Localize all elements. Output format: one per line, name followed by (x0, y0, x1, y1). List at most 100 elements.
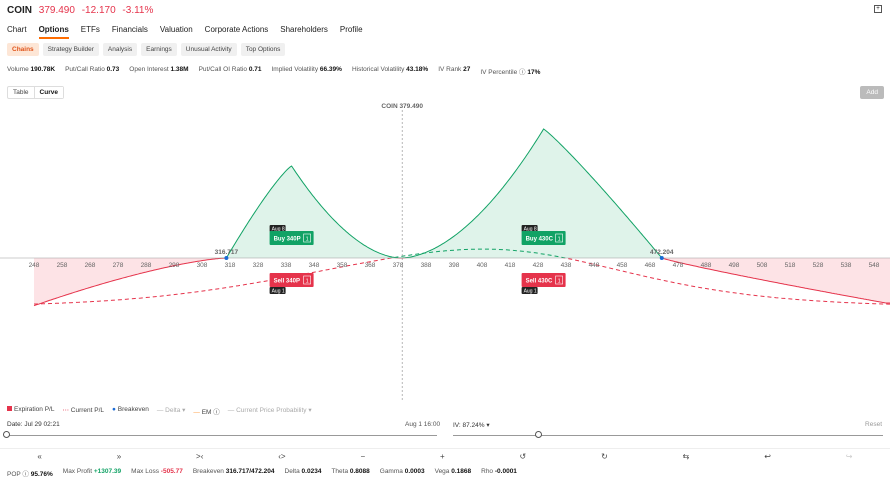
legend-breakeven[interactable]: ● Breakeven (112, 406, 149, 413)
x-tick-label: 478 (673, 262, 684, 269)
collapse-icon[interactable]: >‹ (196, 452, 204, 461)
expand-icon[interactable]: ‹> (278, 452, 286, 461)
buy-leg-badge[interactable]: Aug 8 Buy 430C 1 (521, 225, 566, 245)
x-tick-label: 428 (533, 262, 544, 269)
leg-qty-box (303, 275, 311, 285)
leg-date: Aug 1 (524, 289, 537, 295)
zoom-out-left-icon[interactable]: « (37, 452, 42, 461)
subtab-analysis[interactable]: Analysis (102, 43, 138, 56)
leg-label: Sell 340P (274, 279, 300, 285)
view-curve-button[interactable]: Curve (33, 87, 63, 98)
subtab-chains[interactable]: Chains (7, 43, 39, 56)
leg-date-bg (269, 287, 286, 294)
leg-date: Aug 1 (272, 289, 285, 295)
reset-button[interactable]: Reset (865, 421, 882, 428)
leg-date: Aug 8 (272, 227, 285, 233)
legend-expiration[interactable]: Expiration P/L (7, 406, 54, 416)
x-tick-label: 348 (309, 262, 320, 269)
legend-delta[interactable]: — Delta ▾ (156, 407, 186, 414)
x-tick-label: 528 (813, 262, 824, 269)
sell-leg-badge[interactable]: Aug 1 Sell 340P 1 (269, 273, 314, 295)
breakeven-left-label: 316.717 (215, 249, 239, 256)
footer-metric: POP ⓘ 95.76% (7, 471, 53, 477)
leg-label: Buy 340P (274, 237, 301, 243)
redo-icon[interactable]: ↪ (845, 452, 853, 461)
subtab-earnings[interactable]: Earnings (141, 43, 177, 56)
date-slider-handle[interactable] (3, 431, 10, 438)
tab-corporate-actions[interactable]: Corporate Actions (204, 25, 269, 34)
x-tick-label: 298 (169, 262, 180, 269)
leg-qty-box (303, 233, 311, 243)
leg-badge-bg (269, 231, 314, 245)
x-tick-label: 248 (29, 262, 40, 269)
iv-slider-handle[interactable] (535, 431, 542, 438)
tab-shareholders[interactable]: Shareholders (280, 25, 328, 34)
x-tick-label: 318 (225, 262, 236, 269)
x-tick-label: 368 (365, 262, 376, 269)
footer-metric: Breakeven 316.717/472.204 (192, 468, 275, 475)
buy-leg-badge[interactable]: Aug 8 Buy 340P 1 (269, 225, 314, 245)
footer-metric: Rho -0.0001 (481, 468, 517, 475)
expiration-pl-loss-line (33, 258, 890, 307)
leg-label: Sell 430C (526, 279, 553, 285)
subtab-top-options[interactable]: Top Options (240, 43, 286, 56)
leg-qty-box (555, 233, 563, 243)
tab-options[interactable]: Options (38, 25, 69, 39)
iv-dropdown[interactable]: IV: 87.24% ▾ (453, 422, 490, 429)
leg-date-bg (269, 225, 286, 232)
x-tick-label: 418 (505, 262, 516, 269)
undo-icon[interactable]: ↩ (764, 452, 771, 461)
stat-item: Put/Call OI Ratio 0.71 (198, 66, 262, 73)
view-table-button[interactable]: Table (13, 89, 29, 96)
tab-financials[interactable]: Financials (111, 25, 148, 34)
x-tick-label: 398 (449, 262, 460, 269)
current-pl-profit-line (388, 248, 568, 258)
footer-metric: Delta 0.0234 (284, 468, 322, 475)
ticker-price: 379.490 (38, 5, 75, 16)
undo-time-icon[interactable]: ↺ (519, 452, 527, 461)
date-label: Date: Jul 29 02:21 (7, 421, 60, 428)
tab-etfs[interactable]: ETFs (80, 25, 100, 34)
ticker-symbol: COIN (7, 5, 32, 16)
x-tick-label: 378 (393, 262, 404, 269)
leg-badge-bg (521, 231, 566, 245)
legend-em[interactable]: — EM ⓘ (193, 409, 220, 416)
legend-current[interactable]: ⋯ Current P/L (62, 407, 105, 414)
iv-slider-track[interactable] (453, 435, 883, 436)
subtab-strategy-builder[interactable]: Strategy Builder (42, 43, 99, 56)
view-toggle: Table Curve (7, 86, 64, 99)
expiration-pl-profit-line (218, 128, 664, 258)
x-tick-label: 408 (477, 262, 488, 269)
leg-label: Buy 430C (526, 237, 554, 243)
footer-metric: Vega 0.1868 (434, 468, 472, 475)
date-slider-track[interactable] (7, 435, 437, 436)
breakeven-marker (659, 256, 664, 260)
tab-profile[interactable]: Profile (339, 25, 363, 34)
sell-leg-badge[interactable]: Aug 1 Sell 430C 1 (521, 273, 566, 295)
subtab-unusual-activity[interactable]: Unusual Activity (180, 43, 237, 56)
stat-item: Put/Call Ratio 0.73 (65, 66, 120, 73)
add-button[interactable]: Add (860, 86, 884, 99)
swap-icon[interactable]: ⇆ (682, 452, 690, 461)
tab-chart[interactable]: Chart (7, 25, 27, 34)
zoom-out-right-icon[interactable]: » (116, 452, 122, 461)
tab-valuation[interactable]: Valuation (159, 25, 193, 34)
x-tick-label: 538 (841, 262, 852, 269)
x-tick-label: 548 (869, 262, 880, 269)
plus-icon[interactable]: + (439, 452, 445, 461)
options-stats-bar: Volume 190.78K Put/Call Ratio 0.73 Open In… (7, 66, 540, 76)
x-tick-label: 268 (85, 262, 96, 269)
x-tick-label: 338 (281, 262, 292, 269)
minus-icon[interactable]: − (360, 452, 366, 461)
chart-legend: Expiration P/L ⋯ Current P/L ● Breakeven… (7, 406, 312, 416)
legend-price-probability[interactable]: — Current Price Probability ▾ (227, 407, 312, 414)
x-tick-label: 278 (113, 262, 124, 269)
redo-time-icon[interactable]: ↻ (601, 452, 608, 461)
x-tick-label: 468 (645, 262, 656, 269)
stat-item: Volume 190.78K (7, 66, 56, 73)
leg-date-bg (521, 287, 538, 294)
stat-item: IV Rank 27 (438, 66, 471, 73)
expand-icon[interactable]: + (874, 5, 882, 13)
x-tick-label: 328 (253, 262, 264, 269)
leg-qty: 1 (558, 279, 561, 285)
